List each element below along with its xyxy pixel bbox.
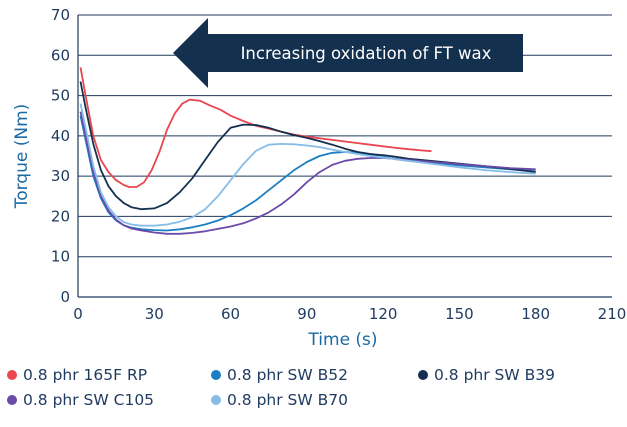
x-tick-label: 210 bbox=[598, 305, 627, 323]
series-line-3 bbox=[79, 111, 536, 235]
y-tick-label: 40 bbox=[51, 127, 70, 145]
x-tick-label: 150 bbox=[445, 305, 474, 323]
legend-label: 0.8 phr SW B52 bbox=[227, 366, 348, 384]
legend: 0.8 phr 165F RP 0.8 phr SW B52 0.8 phr SW … bbox=[0, 366, 627, 422]
series-lines bbox=[79, 67, 536, 235]
legend-swatch bbox=[418, 370, 428, 380]
x-axis-title: Time (s) bbox=[307, 330, 377, 350]
legend-item: 0.8 phr SW C105 bbox=[7, 391, 154, 409]
x-tick-label: 120 bbox=[369, 305, 398, 323]
y-tick-label: 70 bbox=[51, 6, 70, 24]
legend-swatch bbox=[7, 370, 17, 380]
y-tick-label: 50 bbox=[51, 87, 70, 105]
series-line-4 bbox=[79, 103, 536, 227]
y-axis-title: Torque (Nm) bbox=[12, 104, 32, 210]
y-tick-label: 60 bbox=[51, 46, 70, 64]
legend-item: 0.8 phr SW B70 bbox=[211, 391, 348, 409]
legend-label: 0.8 phr SW B70 bbox=[227, 391, 348, 409]
y-tick-label: 10 bbox=[51, 248, 70, 266]
x-tick-label: 30 bbox=[145, 305, 164, 323]
oxidation-annotation: Increasing oxidation of FT wax bbox=[173, 18, 523, 88]
tick-labels: 0 10 20 30 40 50 60 70 0 30 60 90 120 150 180 210 bbox=[51, 6, 626, 323]
x-tick-label: 0 bbox=[73, 305, 83, 323]
legend-label: 0.8 phr SW C105 bbox=[23, 391, 155, 409]
legend-swatch bbox=[211, 395, 221, 405]
axes bbox=[77, 15, 612, 298]
x-tick-label: 60 bbox=[221, 305, 240, 323]
torque-chart: Increasing oxidation of FT wax 0 10 20 30 40… bbox=[12, 6, 626, 350]
legend-item: 0.8 phr 165F RP bbox=[7, 366, 147, 384]
series-line-2 bbox=[79, 81, 536, 211]
x-tick-label: 90 bbox=[297, 305, 316, 323]
legend-label: 0.8 phr SW B39 bbox=[434, 366, 555, 384]
x-tick-label: 180 bbox=[521, 305, 550, 323]
legend-swatch bbox=[7, 395, 17, 405]
legend-item: 0.8 phr SW B52 bbox=[211, 366, 348, 384]
y-tick-label: 20 bbox=[51, 207, 70, 225]
annotation-text: Increasing oxidation of FT wax bbox=[241, 44, 492, 63]
y-tick-label: 0 bbox=[60, 288, 70, 306]
legend-item: 0.8 phr SW B39 bbox=[418, 366, 555, 384]
legend-swatch bbox=[211, 370, 221, 380]
y-tick-label: 30 bbox=[51, 167, 70, 185]
legend-label: 0.8 phr 165F RP bbox=[23, 366, 148, 384]
series-line-0 bbox=[79, 67, 432, 188]
left-arrow-shape bbox=[173, 18, 523, 88]
